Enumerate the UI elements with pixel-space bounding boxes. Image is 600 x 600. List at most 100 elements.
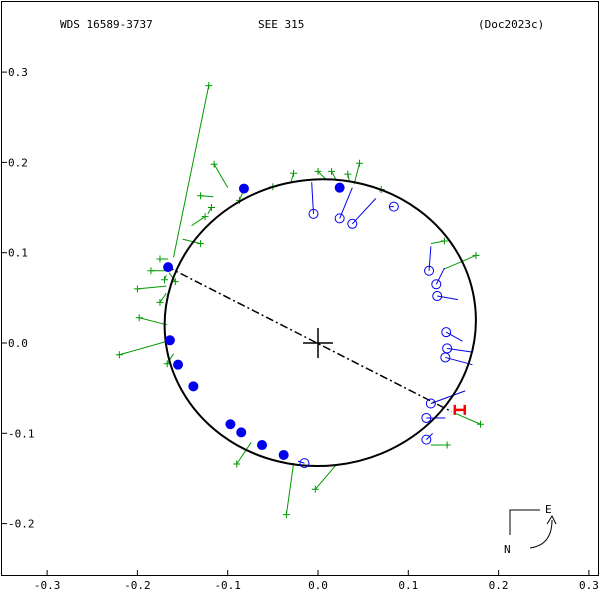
x-tick-label: 0.0: [308, 579, 328, 592]
green-residual: [119, 339, 171, 356]
green-plus-marker: [160, 276, 168, 284]
green-plus-marker: [147, 267, 155, 275]
header-reference: (Doc2023c): [478, 18, 544, 31]
y-tick-label: -0.1: [8, 427, 35, 440]
open-circle-point: [441, 327, 452, 338]
green-plus-marker: [201, 213, 209, 221]
axis-ticks: -0.3 -0.2 -0.1 0.0 0.1 0.2 0.3 0.3 0.2 0.1 0.0 -0.1…: [2, 66, 599, 592]
y-tick-label: 0.1: [8, 247, 28, 260]
green-plus-marker: [328, 167, 336, 175]
green-plus-marker: [135, 314, 143, 322]
y-tick-label: 0.2: [8, 156, 28, 169]
compass-arrow-head: [546, 514, 557, 525]
open-point-residual: [435, 267, 445, 285]
green-residual: [182, 238, 201, 245]
x-tick-label: 0.3: [579, 579, 599, 592]
green-observations: [115, 82, 485, 519]
open-circle-point: [424, 265, 435, 276]
primary-star-cross: [303, 328, 333, 358]
y-tick-label: 0.0: [8, 337, 28, 350]
filled-circle-point: [257, 440, 268, 451]
open-point-residual: [311, 182, 314, 214]
green-plus-marker: [311, 485, 319, 493]
x-tick-label: 0.1: [398, 579, 418, 592]
green-residual: [314, 464, 337, 490]
x-tick-label: 0.2: [489, 579, 509, 592]
green-residual: [236, 442, 252, 465]
periastron-marker: [453, 404, 467, 415]
plot-frame: [1, 1, 599, 576]
green-plus-marker: [344, 170, 352, 178]
open-circle-point: [388, 201, 399, 212]
open-circle-point: [440, 352, 451, 363]
green-residual: [444, 254, 477, 270]
green-plus-marker: [197, 192, 205, 200]
open-circle-point: [308, 208, 319, 219]
green-plus-marker: [290, 169, 298, 177]
green-residual: [173, 85, 210, 258]
filled-circle-point: [173, 359, 184, 370]
x-tick-label: -0.3: [34, 579, 61, 592]
open-point-residual: [428, 246, 432, 271]
green-residual: [168, 272, 176, 282]
open-point-residual: [445, 331, 463, 342]
filled-circle-point: [163, 262, 174, 273]
green-plus-marker: [156, 255, 164, 263]
open-circle-point: [421, 434, 432, 445]
green-plus-marker: [282, 511, 290, 519]
open-circle-point: [347, 218, 358, 229]
open-circle-point: [421, 412, 432, 423]
green-residual: [207, 207, 212, 215]
open-point-residual: [430, 390, 466, 404]
data-points: [163, 182, 453, 469]
open-circle-point: [299, 458, 310, 469]
filled-circle-point: [238, 183, 249, 194]
green-residual: [159, 293, 167, 303]
green-plus-marker: [205, 82, 213, 90]
green-residual: [331, 171, 337, 180]
open-point-residual: [351, 198, 377, 225]
green-plus-marker: [207, 204, 215, 212]
green-residual: [353, 163, 361, 185]
green-residual: [285, 463, 295, 515]
compass-north-label: N: [504, 543, 511, 556]
green-residual: [453, 412, 481, 425]
green-residual: [166, 353, 174, 365]
green-plus-marker: [356, 159, 364, 167]
open-point-residual: [437, 295, 459, 301]
y-tick-label: 0.3: [8, 66, 28, 79]
header-star-name: SEE 315: [258, 18, 304, 31]
line-of-nodes: [165, 265, 452, 413]
red-h-marker: [453, 404, 467, 415]
x-tick-label: -0.1: [214, 579, 241, 592]
open-point-residual: [297, 460, 305, 464]
green-residual: [139, 317, 168, 326]
green-plus-marker: [197, 240, 205, 248]
filled-circle-point: [334, 182, 345, 193]
open-circle-point: [431, 279, 442, 290]
compass-arrow-arc: [529, 519, 553, 549]
open-point-residual: [339, 187, 353, 219]
green-plus-marker: [156, 298, 164, 306]
green-plus-marker: [472, 251, 480, 259]
green-residual: [137, 285, 167, 290]
compass: E N: [504, 503, 557, 556]
filled-circle-point: [236, 427, 247, 438]
x-tick-label: -0.2: [124, 579, 151, 592]
filled-circle-point: [225, 419, 236, 430]
orbit-ellipse: [163, 178, 477, 468]
open-circle-point: [334, 213, 345, 224]
green-plus-marker: [133, 285, 141, 293]
compass-east-label: E: [545, 503, 552, 516]
open-circle-point: [432, 291, 443, 302]
green-plus-marker: [233, 460, 241, 468]
green-plus-marker: [443, 441, 451, 449]
green-plus-marker: [314, 167, 322, 175]
orbit-group: [163, 178, 477, 468]
green-residual: [191, 216, 206, 227]
filled-circle-point: [164, 335, 175, 346]
filled-circle-point: [278, 449, 289, 460]
green-plus-marker: [477, 420, 485, 428]
green-plus-marker: [440, 237, 448, 245]
